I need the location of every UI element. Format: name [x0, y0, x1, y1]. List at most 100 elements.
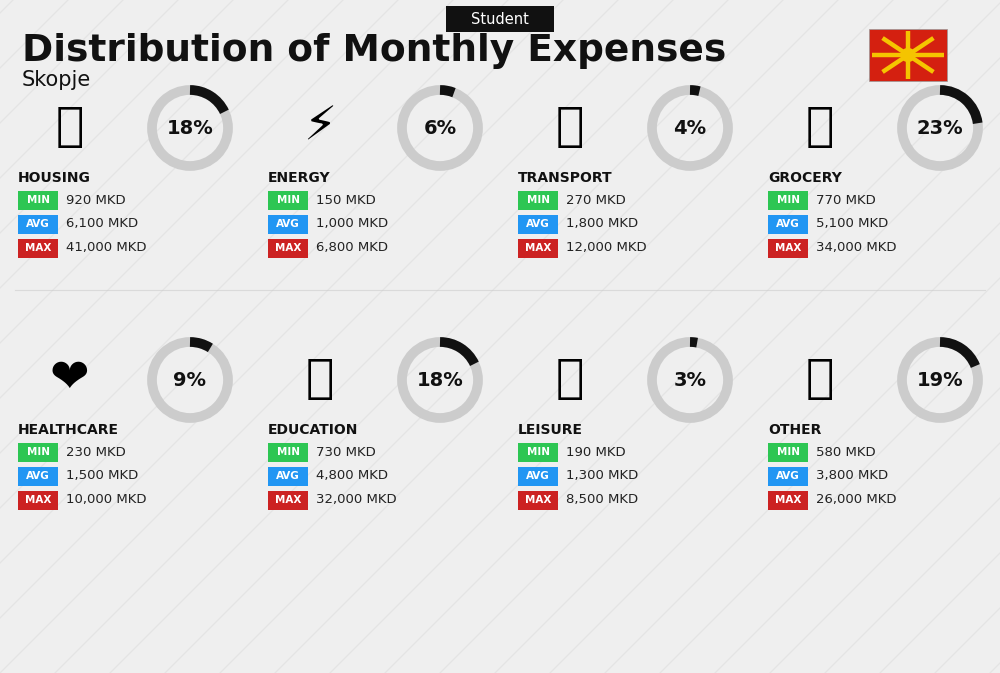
Text: Skopje: Skopje	[22, 70, 91, 90]
Text: AVG: AVG	[276, 219, 300, 229]
Text: ENERGY: ENERGY	[268, 171, 331, 185]
FancyBboxPatch shape	[518, 190, 558, 209]
Text: 12,000 MKD: 12,000 MKD	[566, 242, 647, 254]
Text: MAX: MAX	[25, 495, 51, 505]
FancyBboxPatch shape	[18, 491, 58, 509]
Text: 730 MKD: 730 MKD	[316, 446, 376, 458]
FancyBboxPatch shape	[518, 238, 558, 258]
Text: MAX: MAX	[275, 243, 301, 253]
FancyBboxPatch shape	[768, 443, 808, 462]
Text: MIN: MIN	[26, 447, 50, 457]
Text: 🎓: 🎓	[306, 357, 334, 402]
FancyBboxPatch shape	[268, 215, 308, 234]
FancyBboxPatch shape	[18, 215, 58, 234]
Text: 🏢: 🏢	[56, 106, 84, 151]
Text: 🛒: 🛒	[806, 106, 834, 151]
FancyBboxPatch shape	[768, 466, 808, 485]
Text: 1,000 MKD: 1,000 MKD	[316, 217, 388, 230]
Text: 1,500 MKD: 1,500 MKD	[66, 470, 138, 483]
FancyBboxPatch shape	[518, 443, 558, 462]
Text: OTHER: OTHER	[768, 423, 821, 437]
FancyBboxPatch shape	[18, 238, 58, 258]
Text: 4,800 MKD: 4,800 MKD	[316, 470, 388, 483]
Text: ❤️: ❤️	[50, 357, 90, 402]
Text: 580 MKD: 580 MKD	[816, 446, 876, 458]
Text: ⚡: ⚡	[303, 106, 337, 151]
FancyBboxPatch shape	[268, 238, 308, 258]
FancyBboxPatch shape	[446, 6, 554, 32]
Text: 270 MKD: 270 MKD	[566, 194, 626, 207]
FancyBboxPatch shape	[18, 190, 58, 209]
Text: 190 MKD: 190 MKD	[566, 446, 626, 458]
Text: AVG: AVG	[526, 471, 550, 481]
Text: HEALTHCARE: HEALTHCARE	[18, 423, 119, 437]
Text: 9%: 9%	[174, 371, 207, 390]
Text: MAX: MAX	[775, 495, 801, 505]
Text: MAX: MAX	[525, 243, 551, 253]
FancyBboxPatch shape	[518, 466, 558, 485]
Text: MAX: MAX	[775, 243, 801, 253]
FancyBboxPatch shape	[869, 29, 947, 81]
Text: 41,000 MKD: 41,000 MKD	[66, 242, 146, 254]
Text: 1,300 MKD: 1,300 MKD	[566, 470, 638, 483]
Text: 6,800 MKD: 6,800 MKD	[316, 242, 388, 254]
Text: MIN: MIN	[776, 195, 800, 205]
Text: 8,500 MKD: 8,500 MKD	[566, 493, 638, 507]
FancyBboxPatch shape	[518, 215, 558, 234]
Text: 👜: 👜	[806, 357, 834, 402]
Text: 230 MKD: 230 MKD	[66, 446, 126, 458]
FancyBboxPatch shape	[768, 491, 808, 509]
Text: 3,800 MKD: 3,800 MKD	[816, 470, 888, 483]
Text: EDUCATION: EDUCATION	[268, 423, 358, 437]
Text: Student: Student	[471, 11, 529, 26]
FancyBboxPatch shape	[768, 238, 808, 258]
Text: MAX: MAX	[275, 495, 301, 505]
Text: 32,000 MKD: 32,000 MKD	[316, 493, 397, 507]
FancyBboxPatch shape	[268, 190, 308, 209]
FancyBboxPatch shape	[768, 215, 808, 234]
Text: Distribution of Monthly Expenses: Distribution of Monthly Expenses	[22, 33, 726, 69]
Text: 5,100 MKD: 5,100 MKD	[816, 217, 888, 230]
Text: 6,100 MKD: 6,100 MKD	[66, 217, 138, 230]
Text: 23%: 23%	[917, 118, 963, 137]
Text: 34,000 MKD: 34,000 MKD	[816, 242, 896, 254]
FancyBboxPatch shape	[768, 190, 808, 209]
FancyBboxPatch shape	[268, 491, 308, 509]
Circle shape	[902, 48, 914, 61]
Text: MIN: MIN	[526, 447, 550, 457]
Text: 10,000 MKD: 10,000 MKD	[66, 493, 146, 507]
Text: AVG: AVG	[26, 219, 50, 229]
Text: 6%: 6%	[423, 118, 457, 137]
Text: MAX: MAX	[25, 243, 51, 253]
Text: AVG: AVG	[276, 471, 300, 481]
Text: 1,800 MKD: 1,800 MKD	[566, 217, 638, 230]
FancyBboxPatch shape	[268, 443, 308, 462]
FancyBboxPatch shape	[518, 491, 558, 509]
Text: 19%: 19%	[917, 371, 963, 390]
Text: 🛍️: 🛍️	[556, 357, 584, 402]
FancyBboxPatch shape	[268, 466, 308, 485]
Text: 150 MKD: 150 MKD	[316, 194, 376, 207]
Text: 3%: 3%	[674, 371, 706, 390]
Text: 18%: 18%	[167, 118, 213, 137]
Text: 18%: 18%	[417, 371, 463, 390]
Text: 4%: 4%	[673, 118, 707, 137]
Text: TRANSPORT: TRANSPORT	[518, 171, 613, 185]
Text: 🚌: 🚌	[556, 106, 584, 151]
Text: MIN: MIN	[776, 447, 800, 457]
Text: AVG: AVG	[776, 219, 800, 229]
FancyBboxPatch shape	[18, 443, 58, 462]
Text: GROCERY: GROCERY	[768, 171, 842, 185]
Text: HOUSING: HOUSING	[18, 171, 91, 185]
Text: 26,000 MKD: 26,000 MKD	[816, 493, 896, 507]
Text: AVG: AVG	[526, 219, 550, 229]
Text: MAX: MAX	[525, 495, 551, 505]
FancyBboxPatch shape	[18, 466, 58, 485]
Text: AVG: AVG	[26, 471, 50, 481]
Text: 920 MKD: 920 MKD	[66, 194, 126, 207]
Text: LEISURE: LEISURE	[518, 423, 583, 437]
Text: MIN: MIN	[26, 195, 50, 205]
Text: AVG: AVG	[776, 471, 800, 481]
Text: MIN: MIN	[276, 447, 300, 457]
Text: 770 MKD: 770 MKD	[816, 194, 876, 207]
